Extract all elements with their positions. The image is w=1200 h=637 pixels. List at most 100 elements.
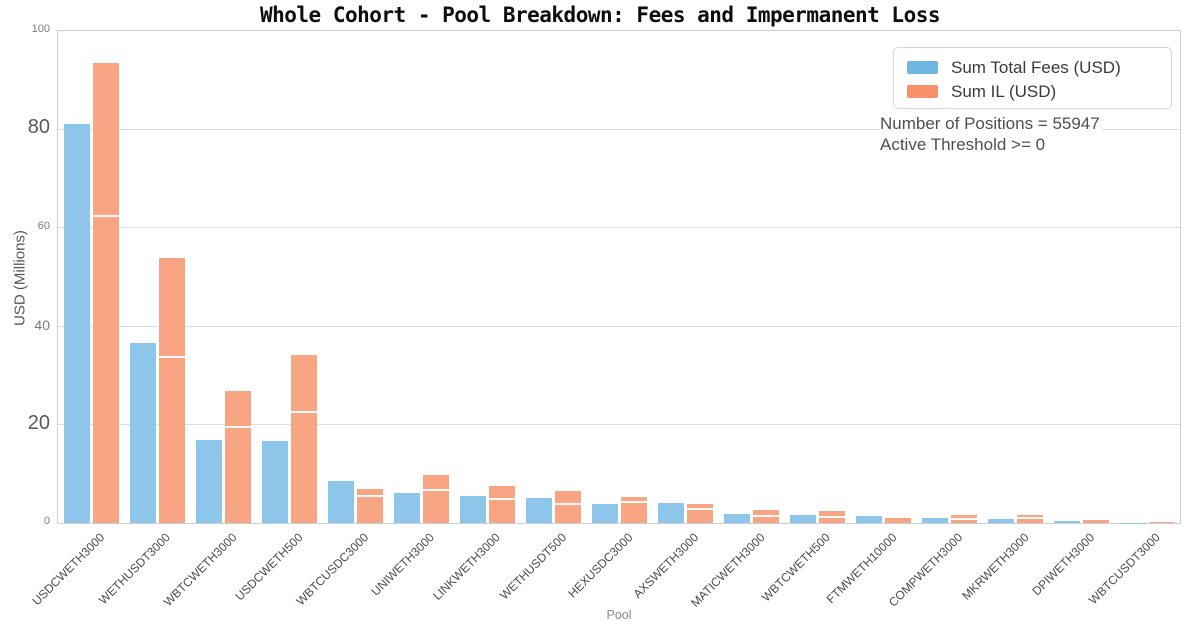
il-marker-MKRWETH3000 <box>1016 517 1043 520</box>
il-marker-WETHUSDT3000 <box>158 355 185 358</box>
il-marker-AXSWETH3000 <box>686 508 713 511</box>
annotation-positions: Number of Positions = 55947 <box>880 114 1100 133</box>
bar-group-LINKWETH3000 <box>454 31 520 523</box>
il-bar-AXSWETH3000 <box>686 504 713 523</box>
bar-group-WETHUSDT3000 <box>124 31 190 523</box>
y-tick-80: 80 <box>27 116 50 139</box>
x-tick-WBTCWETH3000: WBTCWETH3000 <box>160 530 240 610</box>
bar-group-AXSWETH3000 <box>652 31 718 523</box>
gridline-40 <box>58 325 1180 327</box>
il-bar-MATICWETH3000 <box>752 510 779 523</box>
bar-group-HEXUSDC3000 <box>586 31 652 523</box>
bar-group-COMPWETH3000 <box>916 31 982 523</box>
fees-bar-COMPWETH3000 <box>921 518 948 523</box>
chart-title: Whole Cohort - Pool Breakdown: Fees and … <box>259 3 941 27</box>
x-tick-DPIWETH3000: DPIWETH3000 <box>1029 530 1098 599</box>
fees-bar-MKRWETH3000 <box>987 519 1014 523</box>
fees-bar-WBTCWETH500 <box>789 515 816 523</box>
legend: Sum Total Fees (USD) Sum IL (USD) <box>893 47 1172 109</box>
fees-bar-AXSWETH3000 <box>657 502 684 523</box>
bar-group-MATICWETH3000 <box>718 31 784 523</box>
x-tick-LINKWETH3000: LINKWETH3000 <box>430 530 504 603</box>
il-marker-USDCWETH500 <box>290 411 317 414</box>
il-bar-UNIWETH3000 <box>422 475 449 523</box>
il-swatch-icon <box>907 84 938 98</box>
il-marker-MATICWETH3000 <box>752 515 779 518</box>
bar-group-WETHUSDT500 <box>520 31 586 523</box>
bar-group-WBTCUSDT3000 <box>1114 31 1180 523</box>
fees-bar-WETHUSDT500 <box>525 497 552 523</box>
x-tick-MKRWETH3000: MKRWETH3000 <box>958 530 1032 603</box>
il-bar-HEXUSDC3000 <box>620 496 647 523</box>
fees-swatch-icon <box>907 60 938 74</box>
annotation-threshold: Active Threshold >= 0 <box>880 135 1046 154</box>
legend-item-fees: Sum Total Fees (USD) <box>907 55 1161 79</box>
il-bar-WBTCWETH3000 <box>224 390 251 523</box>
fees-bar-USDCWETH3000 <box>63 123 90 523</box>
y-tick-40: 40 <box>34 316 50 333</box>
x-tick-USDCWETH3000: USDCWETH3000 <box>29 530 108 609</box>
legend-label-il: Sum IL (USD) <box>951 81 1057 101</box>
y-tick-0: 0 <box>43 514 50 527</box>
fees-bar-FTMWETH10000 <box>855 516 882 523</box>
legend-item-il: Sum IL (USD) <box>907 79 1161 103</box>
il-bar-DPIWETH3000 <box>1082 520 1109 523</box>
fees-bar-LINKWETH3000 <box>459 495 486 523</box>
annotation-box: Number of Positions = 55947 Active Thres… <box>880 113 1102 155</box>
x-tick-HEXUSDC3000: HEXUSDC3000 <box>564 530 636 601</box>
x-tick-WBTCUSDC3000: WBTCUSDC3000 <box>293 530 372 609</box>
x-tick-WETHUSDT3000: WETHUSDT3000 <box>96 530 174 608</box>
il-bar-COMPWETH3000 <box>950 515 977 523</box>
il-marker-WETHUSDT500 <box>554 503 581 506</box>
il-bar-WBTCUSDC3000 <box>356 489 383 523</box>
y-axis-label: USD (Millions) <box>11 230 29 326</box>
bar-group-USDCWETH500 <box>256 31 322 523</box>
il-marker-HEXUSDC3000 <box>620 500 647 503</box>
bar-group-WBTCWETH3000 <box>190 31 256 523</box>
x-tick-UNIWETH3000: UNIWETH3000 <box>368 530 438 599</box>
bar-group-MKRWETH3000 <box>982 31 1048 523</box>
x-axis-label: Pool <box>606 608 632 622</box>
bar-group-UNIWETH3000 <box>388 31 454 523</box>
y-tick-60: 60 <box>37 219 50 232</box>
bar-group-FTMWETH10000 <box>850 31 916 523</box>
fees-bar-WBTCUSDC3000 <box>327 481 354 523</box>
il-bar-MKRWETH3000 <box>1016 515 1043 523</box>
il-bar-LINKWETH3000 <box>488 486 515 523</box>
il-bar-WBTCUSDT3000 <box>1148 521 1175 523</box>
x-tick-AXSWETH3000: AXSWETH3000 <box>630 530 702 602</box>
y-tick-20: 20 <box>27 411 50 434</box>
x-tick-WETHUSDT500: WETHUSDT500 <box>497 530 570 603</box>
fees-bar-DPIWETH3000 <box>1053 521 1080 523</box>
il-marker-COMPWETH3000 <box>950 518 977 521</box>
fees-bar-WBTCWETH3000 <box>195 440 222 523</box>
y-tick-100: 100 <box>31 22 50 35</box>
il-bar-USDCWETH3000 <box>92 63 119 523</box>
fees-bar-UNIWETH3000 <box>393 493 420 523</box>
il-bar-WETHUSDT500 <box>554 491 581 523</box>
bars-layer <box>58 31 1180 523</box>
x-tick-WBTCWETH500: WBTCWETH500 <box>759 530 834 605</box>
il-bar-USDCWETH500 <box>290 354 317 523</box>
bar-group-DPIWETH3000 <box>1048 31 1114 523</box>
il-marker-USDCWETH3000 <box>92 215 119 218</box>
il-bar-WBTCWETH500 <box>818 511 845 523</box>
x-tick-FTMWETH10000: FTMWETH10000 <box>823 530 900 607</box>
fees-bar-WETHUSDT3000 <box>129 342 156 523</box>
gridline-20 <box>58 424 1180 426</box>
bar-group-WBTCUSDC3000 <box>322 31 388 523</box>
fees-bar-USDCWETH500 <box>261 441 288 523</box>
il-bar-FTMWETH10000 <box>884 518 911 523</box>
il-marker-WBTCWETH3000 <box>224 425 251 428</box>
bar-group-WBTCWETH500 <box>784 31 850 523</box>
il-marker-WBTCWETH500 <box>818 516 845 519</box>
fees-bar-MATICWETH3000 <box>723 514 750 523</box>
fees-bar-HEXUSDC3000 <box>591 504 618 523</box>
gridline-80 <box>58 128 1180 130</box>
plot-area <box>57 30 1181 524</box>
x-tick-COMPWETH3000: COMPWETH3000 <box>885 530 966 610</box>
bar-group-USDCWETH3000 <box>58 31 124 523</box>
il-bar-WETHUSDT3000 <box>158 258 185 523</box>
x-tick-WBTCUSDT3000: WBTCUSDT3000 <box>1086 530 1164 608</box>
